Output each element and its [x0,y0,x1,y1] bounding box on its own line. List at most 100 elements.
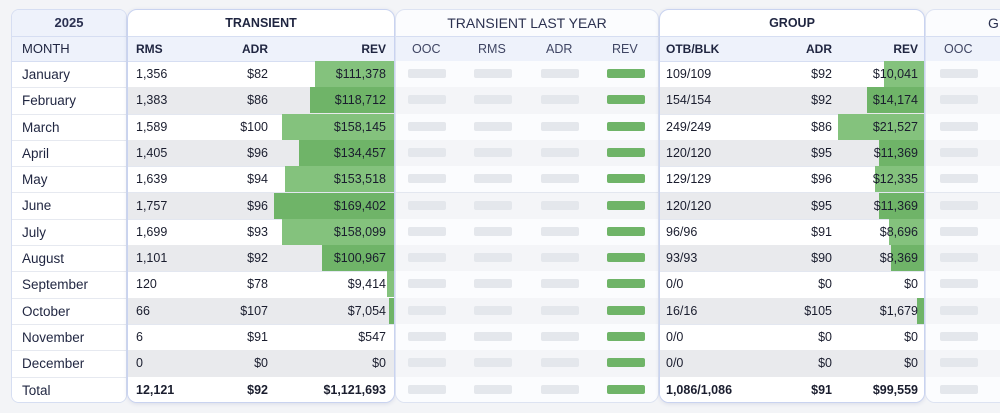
transient-row[interactable]: 1,405 $96 $134,457 [128,139,394,168]
group-row[interactable]: 249/249 $86 $21,527 [660,113,924,141]
gly-row [926,139,1000,168]
tly-placeholder-cell [408,332,446,341]
group-adr-cell: $105 [804,303,832,318]
group-row[interactable]: 154/154 $92 $14,174 [660,87,924,115]
tly-rev-header[interactable]: REV [612,42,638,56]
tly-placeholder-cell [541,332,579,341]
transient-row[interactable]: 0 $0 $0 [128,350,394,378]
group-rev-cell: $0 [904,330,918,344]
transient-rev-bar [285,166,394,193]
transient-row[interactable]: 1,101 $92 $100,967 [128,245,394,273]
month-label: October [12,298,126,325]
group-row[interactable]: 120/120 $95 $11,369 [660,192,924,220]
transient-row[interactable]: 1,383 $86 $118,712 [128,87,394,115]
gly-ooc-header[interactable]: OOC [944,42,973,56]
transient-rms-cell: 0 [136,356,143,371]
transient-rev-cell: $134,457 [333,145,386,160]
tly-rev-placeholder-bar [607,384,645,394]
group-row[interactable]: 16/16 $105 $1,679 [660,297,924,325]
tly-rms-header[interactable]: RMS [478,42,506,56]
transient-row[interactable]: 1,699 $93 $158,099 [128,218,394,247]
tly-adr-header[interactable]: ADR [546,42,573,56]
group-adr-cell: $86 [811,119,832,134]
gly-row [926,245,1000,273]
group-otb-cell: 109/109 [666,67,712,81]
transient-rev-bar [388,297,394,324]
transient-rev-cell: $111,378 [335,67,386,81]
group-row[interactable]: 0/0 $0 $0 [660,350,924,378]
transient-rev-cell: $7,054 [347,303,386,318]
group-total-adr: $91 [811,382,832,397]
transient-rev-cell: $153,518 [333,172,386,187]
gly-placeholder-cell [940,253,978,263]
transient-row[interactable]: 120 $78 $9,414 [128,271,394,299]
month-label: September [12,272,126,299]
group-adr-cell: $95 [811,145,832,160]
gly-placeholder-cell [940,200,978,210]
group-row[interactable]: 109/109 $92 $10,041 [660,61,924,89]
group-rev-bar [883,61,924,87]
group-title: GROUP [769,16,815,30]
transient-row[interactable]: 6 $91 $547 [128,324,394,352]
transient-rms-header[interactable]: RMS [136,42,163,56]
tly-placeholder-cell [474,332,512,341]
group-rev-bar [867,87,924,114]
transient-total-row: 12,121 $92 $1,121,693 [128,376,394,402]
tly-row [396,113,658,141]
transient-adr-cell: $91 [247,330,268,344]
gly-placeholder-cell [940,95,978,105]
transient-rms-cell: 66 [136,303,150,318]
tly-row [396,297,658,325]
tly-ooc-header[interactable]: OOC [412,42,441,56]
total-label: Total [12,377,126,402]
transient-total-rev: $1,121,693 [323,382,386,397]
transient-row[interactable]: 1,757 $96 $169,402 [128,192,394,220]
tly-placeholder-cell [474,174,512,184]
tly-placeholder-cell [474,305,512,315]
tly-row [396,87,658,115]
transient-rev-cell: $100,967 [333,251,386,266]
group-row[interactable]: 0/0 $0 $0 [660,324,924,352]
group-otb-header[interactable]: OTB/BLK [666,42,720,56]
group-adr-header[interactable]: ADR [806,42,832,56]
month-list: January February March April May June July Augu… [12,62,126,402]
group-row[interactable]: 129/129 $96 $12,335 [660,166,924,194]
transient-row[interactable]: 1,356 $82 $111,378 [128,61,394,89]
month-label: March [12,114,126,141]
group-rev-bar [878,139,924,166]
group-header-row: OTB/BLK ADR REV [660,36,924,62]
group-row[interactable]: 0/0 $0 $0 [660,271,924,299]
transient-rev-bar [281,113,394,140]
transient-adr-header[interactable]: ADR [242,42,268,56]
transient-row[interactable]: 1,639 $94 $153,518 [128,166,394,194]
group-rev-cell: $10,041 [872,67,918,81]
group-adr-cell: $0 [818,330,832,344]
gly-row [926,271,1000,299]
transient-adr-cell: $107 [240,303,268,318]
group-row[interactable]: 96/96 $91 $8,696 [660,218,924,247]
tly-placeholder-cell [541,95,579,105]
group-rev-header[interactable]: REV [893,42,918,56]
transient-row[interactable]: 66 $107 $7,054 [128,297,394,325]
tly-placeholder-cell [408,147,446,157]
tly-placeholder-cell [541,358,579,368]
transient-rev-bar [314,61,394,87]
gly-placeholder-cell [940,332,978,341]
group-row[interactable]: 120/120 $95 $11,369 [660,139,924,168]
tly-row [396,271,658,299]
transient-rms-cell: 1,383 [136,93,168,108]
tly-placeholder-cell [474,384,512,394]
tly-placeholder-cell [408,200,446,210]
transient-rev-header[interactable]: REV [361,42,386,56]
group-total-rev: $99,559 [872,382,918,397]
tly-placeholder-cell [541,147,579,157]
group-total-row: 1,086/1,086 $91 $99,559 [660,376,924,402]
group-row[interactable]: 93/93 $90 $8,369 [660,245,924,273]
transient-row[interactable]: 1,589 $100 $158,145 [128,113,394,141]
tly-placeholder-cell [474,279,512,289]
month-header: MONTH [12,36,126,62]
gly-placeholder-cell [940,174,978,184]
group-rev-cell: $11,369 [873,145,918,160]
tly-row [396,376,658,402]
transient-rms-cell: 1,405 [136,145,168,160]
